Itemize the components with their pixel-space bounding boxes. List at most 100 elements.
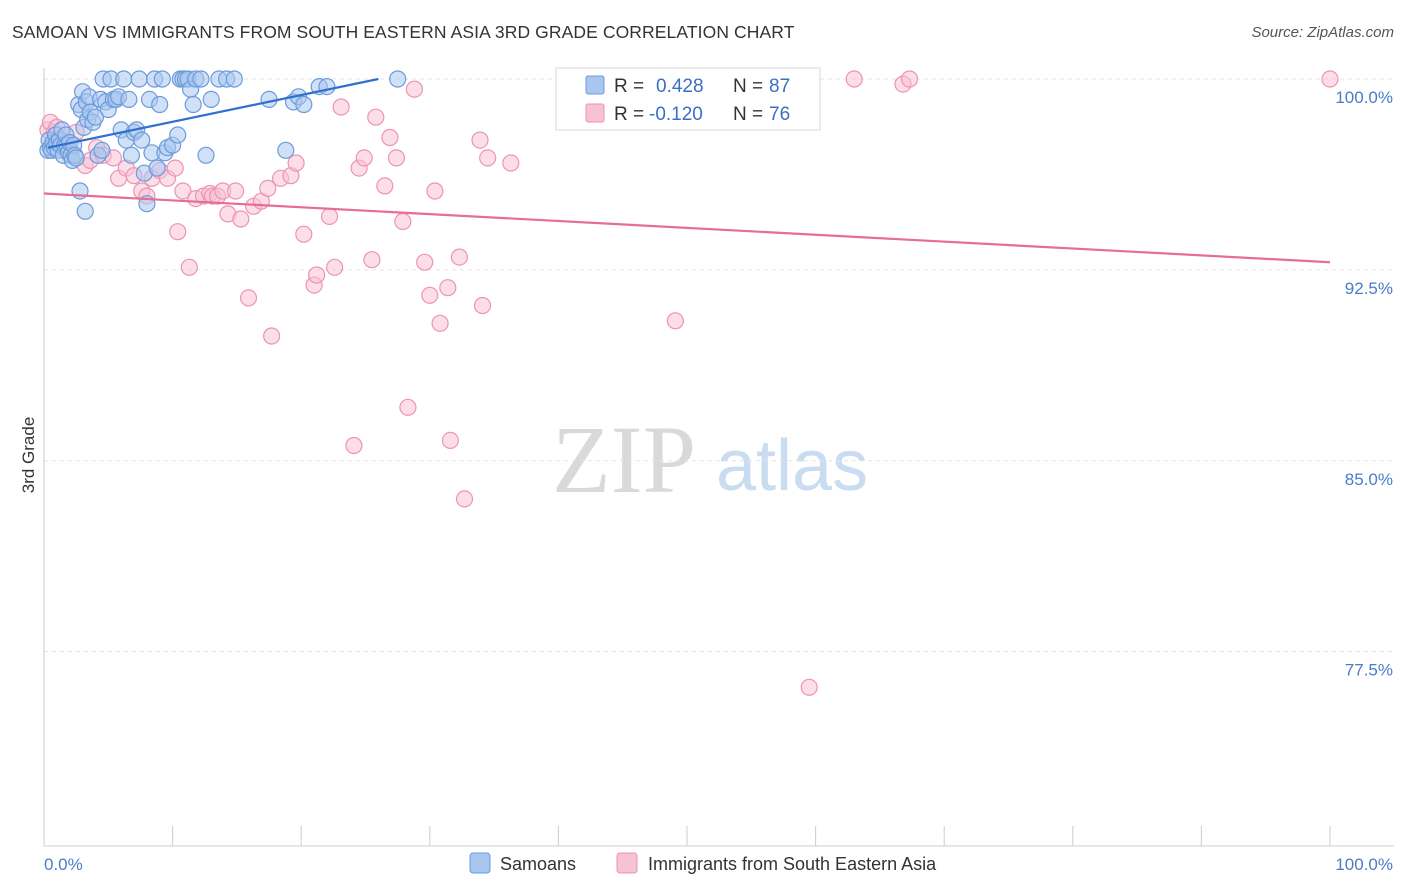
samoans-point bbox=[260, 90, 278, 109]
samoans-point bbox=[169, 126, 187, 144]
samoans-point bbox=[76, 202, 94, 220]
immigrants-point bbox=[367, 108, 385, 126]
samoans-trend-line bbox=[47, 77, 379, 149]
immigrants-point bbox=[439, 279, 457, 297]
y-tick-label: 85.0% bbox=[1345, 470, 1393, 489]
samoans-point bbox=[67, 149, 85, 167]
samoans-point bbox=[122, 146, 140, 164]
samoans-point bbox=[318, 77, 336, 96]
x-tick-labels: 0.0% 100.0% bbox=[44, 855, 1393, 874]
immigrants-point bbox=[332, 98, 350, 116]
samoans-point bbox=[93, 141, 111, 159]
immigrants-point bbox=[473, 296, 492, 315]
y-axis-label: 3rd Grade bbox=[19, 417, 38, 494]
immigrants-point bbox=[471, 131, 489, 149]
samoans-point bbox=[184, 95, 202, 114]
immigrants-point bbox=[295, 225, 313, 243]
immigrants-point bbox=[399, 398, 417, 416]
immigrants-point bbox=[263, 327, 281, 345]
samoans-point bbox=[153, 70, 171, 88]
chart-title: SAMOAN VS IMMIGRANTS FROM SOUTH EASTERN … bbox=[12, 22, 795, 42]
grid-lines bbox=[44, 78, 1394, 653]
samoans-point bbox=[197, 146, 215, 164]
legend-swatch-samoans bbox=[585, 75, 605, 95]
y-tick-label: 100.0% bbox=[1335, 88, 1393, 107]
legend-r-value-1: 0.428 bbox=[656, 76, 704, 97]
immigrants-point bbox=[381, 128, 399, 147]
legend-swatch-immigrants bbox=[585, 103, 605, 123]
samoans-point bbox=[115, 70, 133, 88]
series-samoans-points bbox=[39, 70, 407, 220]
samoans-point bbox=[130, 70, 148, 88]
immigrants-point bbox=[502, 154, 520, 172]
immigrants-point bbox=[259, 179, 277, 197]
immigrants-point bbox=[666, 312, 685, 330]
legend-n-label-1: N = bbox=[733, 76, 763, 97]
samoans-point bbox=[202, 90, 220, 109]
immigrants-point bbox=[416, 253, 434, 271]
bottom-legend-samoans: Samoans bbox=[500, 854, 576, 874]
immigrants-point bbox=[174, 182, 192, 200]
bottom-legend: Samoans Immigrants from South Eastern As… bbox=[469, 852, 937, 874]
immigrants-point bbox=[441, 431, 459, 449]
legend-r-label-2: R = bbox=[614, 104, 644, 125]
immigrants-point bbox=[363, 251, 381, 269]
samoans-point bbox=[389, 70, 407, 88]
immigrants-point bbox=[287, 154, 305, 172]
legend-n-value-1: 87 bbox=[769, 76, 790, 97]
immigrants-point bbox=[308, 266, 326, 284]
immigrants-point bbox=[320, 207, 339, 225]
immigrants-trend-line bbox=[43, 192, 1331, 264]
immigrants-point bbox=[169, 223, 187, 241]
immigrants-point bbox=[387, 149, 405, 167]
immigrants-point bbox=[455, 490, 474, 508]
series-immigrants-points bbox=[39, 70, 1339, 696]
samoans-point bbox=[192, 70, 210, 88]
immigrants-point bbox=[479, 149, 497, 167]
legend-r-label-1: R = bbox=[614, 76, 644, 97]
samoans-point bbox=[120, 90, 138, 109]
samoans-point bbox=[151, 95, 169, 114]
bottom-legend-immigrants: Immigrants from South Eastern Asia bbox=[648, 854, 937, 874]
samoans-point bbox=[277, 141, 295, 159]
samoans-point bbox=[133, 131, 151, 149]
y-tick-label: 92.5% bbox=[1345, 279, 1393, 298]
immigrants-point bbox=[394, 212, 412, 231]
samoans-point bbox=[295, 95, 313, 114]
immigrants-point bbox=[431, 314, 449, 332]
y-tick-label: 77.5% bbox=[1345, 661, 1393, 680]
legend-n-value-2: 76 bbox=[769, 104, 790, 125]
legend-r-value-2: -0.120 bbox=[649, 104, 703, 125]
immigrants-point bbox=[376, 177, 394, 195]
x-tick-label-end: 100.0% bbox=[1335, 855, 1393, 874]
bottom-legend-swatch-samoans bbox=[469, 852, 491, 874]
immigrants-point bbox=[180, 258, 198, 276]
samoans-point bbox=[86, 108, 105, 126]
immigrants-point bbox=[239, 289, 258, 307]
legend-box: R = 0.428 N = 87 R = -0.120 N = 76 bbox=[555, 67, 821, 131]
samoans-point bbox=[148, 159, 166, 177]
immigrants-point bbox=[421, 286, 439, 304]
immigrants-point bbox=[326, 258, 344, 276]
x-tick-label-start: 0.0% bbox=[44, 855, 83, 874]
bottom-legend-swatch-immigrants bbox=[616, 852, 638, 874]
immigrants-point bbox=[900, 70, 919, 88]
immigrants-point bbox=[426, 182, 444, 200]
immigrants-point bbox=[227, 182, 245, 200]
watermark-atlas: atlas bbox=[716, 426, 868, 506]
immigrants-point bbox=[450, 248, 468, 266]
samoans-point bbox=[225, 70, 243, 88]
trend-lines bbox=[43, 77, 1331, 264]
immigrants-point bbox=[232, 210, 250, 228]
immigrants-point bbox=[1321, 70, 1339, 88]
source-credit: Source: ZipAtlas.com bbox=[1251, 24, 1394, 41]
axes bbox=[43, 68, 1394, 847]
immigrants-point bbox=[345, 436, 363, 455]
y-tick-labels: 100.0% 92.5% 85.0% 77.5% bbox=[1335, 88, 1393, 680]
legend-n-label-2: N = bbox=[733, 104, 763, 125]
immigrants-point bbox=[355, 149, 373, 167]
immigrants-point bbox=[166, 159, 184, 177]
immigrants-point bbox=[800, 678, 818, 696]
immigrants-point bbox=[405, 80, 423, 98]
